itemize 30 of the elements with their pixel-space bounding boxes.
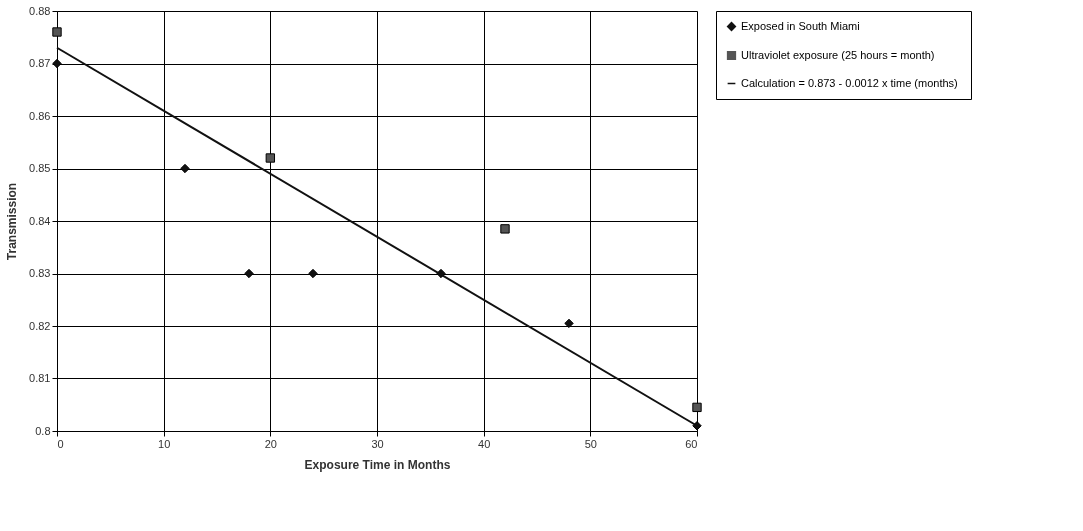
x-tick-label: 0 [57, 437, 64, 450]
y-tick-label: 0.86 [29, 109, 51, 122]
x-tick-label: 20 [264, 437, 277, 450]
y-tick-label: 0.88 [29, 4, 51, 17]
legend-label: Calculation = 0.873 - 0.0012 x time (months) [741, 76, 958, 89]
x-tick-label: 10 [158, 437, 171, 450]
y-tick-label: 0.82 [29, 319, 51, 332]
point [52, 27, 62, 37]
x-tick-label: 30 [371, 437, 384, 450]
y-tick-label: 0.83 [29, 267, 51, 279]
point [180, 163, 190, 174]
x-tick-label: 50 [584, 437, 597, 450]
x-tick-label: 40 [478, 437, 491, 450]
x-tick-label: 60 [685, 437, 698, 450]
point [500, 224, 510, 234]
legend-label: Ultraviolet exposure (25 hours = month) [741, 48, 935, 61]
y-tick-label: 0.85 [29, 162, 51, 174]
y-tick-label: 0.87 [29, 57, 51, 69]
y-tick-label: 0.81 [29, 372, 51, 384]
x-axis-title: Exposure Time in Months [304, 457, 451, 472]
point [692, 402, 702, 413]
point [244, 268, 254, 279]
point [564, 318, 574, 329]
point [52, 58, 62, 69]
point [265, 153, 276, 163]
y-tick-label: 0.84 [29, 214, 51, 227]
point [308, 268, 318, 279]
y-axis-title: Transmission [5, 182, 20, 261]
legend-label: Exposed in South Miami [741, 19, 860, 32]
y-tick-label: 0.8 [35, 424, 51, 437]
